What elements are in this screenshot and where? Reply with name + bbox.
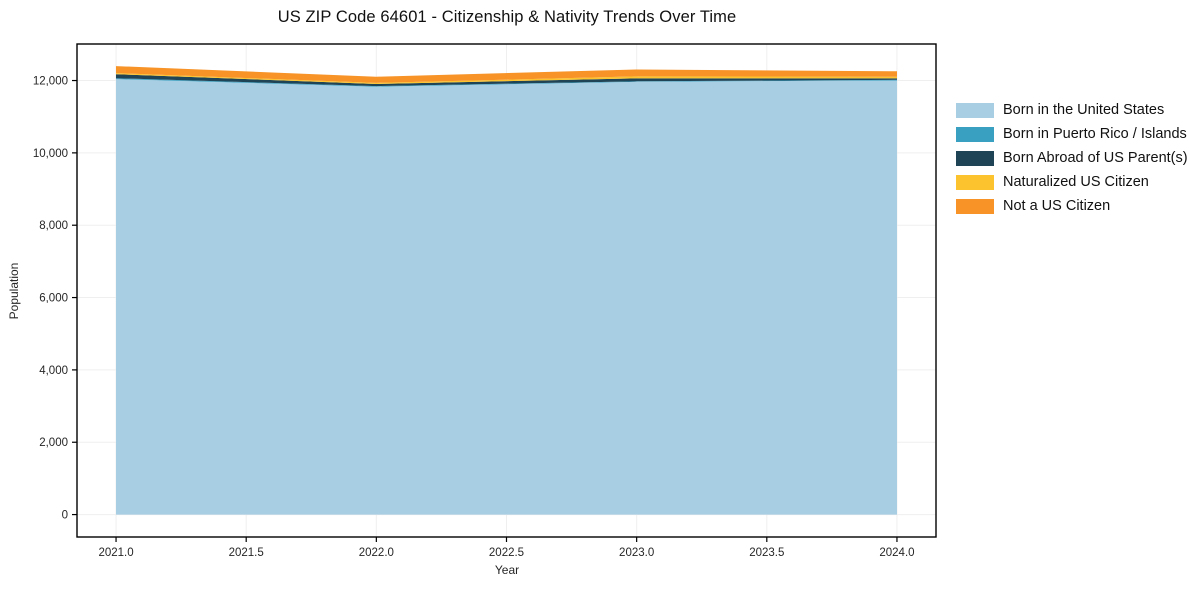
- y-axis-label: Population: [7, 262, 21, 320]
- chart-title: US ZIP Code 64601 - Citizenship & Nativi…: [277, 8, 737, 26]
- legend-swatch-icon: [956, 126, 994, 142]
- svg-text:4,000: 4,000: [39, 365, 68, 377]
- svg-text:2023.0: 2023.0: [619, 547, 654, 559]
- legend-swatch-icon: [956, 198, 994, 214]
- svg-text:2023.5: 2023.5: [749, 547, 784, 559]
- legend-swatch-icon: [956, 150, 994, 166]
- svg-text:2021.5: 2021.5: [229, 547, 264, 559]
- legend-swatch-icon: [956, 102, 994, 118]
- legend-item: Born Abroad of US Parent(s): [956, 150, 1188, 166]
- svg-text:2022.5: 2022.5: [489, 547, 524, 559]
- legend-label: Not a US Citizen: [1003, 198, 1111, 214]
- legend-label: Born Abroad of US Parent(s): [1003, 150, 1188, 166]
- svg-text:12,000: 12,000: [33, 76, 68, 88]
- svg-text:10,000: 10,000: [33, 148, 68, 160]
- x-axis-label: Year: [494, 563, 520, 577]
- svg-text:6,000: 6,000: [39, 293, 68, 305]
- legend-item: Not a US Citizen: [956, 198, 1188, 214]
- svg-text:8,000: 8,000: [39, 220, 68, 232]
- svg-text:2,000: 2,000: [39, 437, 68, 449]
- legend-label: Born in Puerto Rico / Islands: [1003, 126, 1187, 142]
- legend-item: Born in Puerto Rico / Islands: [956, 126, 1188, 142]
- svg-text:2024.0: 2024.0: [879, 547, 914, 559]
- legend-item: Naturalized US Citizen: [956, 174, 1188, 190]
- svg-text:2022.0: 2022.0: [359, 547, 394, 559]
- legend-swatch-icon: [956, 174, 994, 190]
- legend-item: Born in the United States: [956, 102, 1188, 118]
- svg-text:2021.0: 2021.0: [98, 547, 133, 559]
- legend-label: Naturalized US Citizen: [1003, 174, 1149, 190]
- legend: Born in the United States Born in Puerto …: [956, 102, 1188, 214]
- svg-text:0: 0: [62, 510, 68, 522]
- legend-label: Born in the United States: [1003, 102, 1165, 118]
